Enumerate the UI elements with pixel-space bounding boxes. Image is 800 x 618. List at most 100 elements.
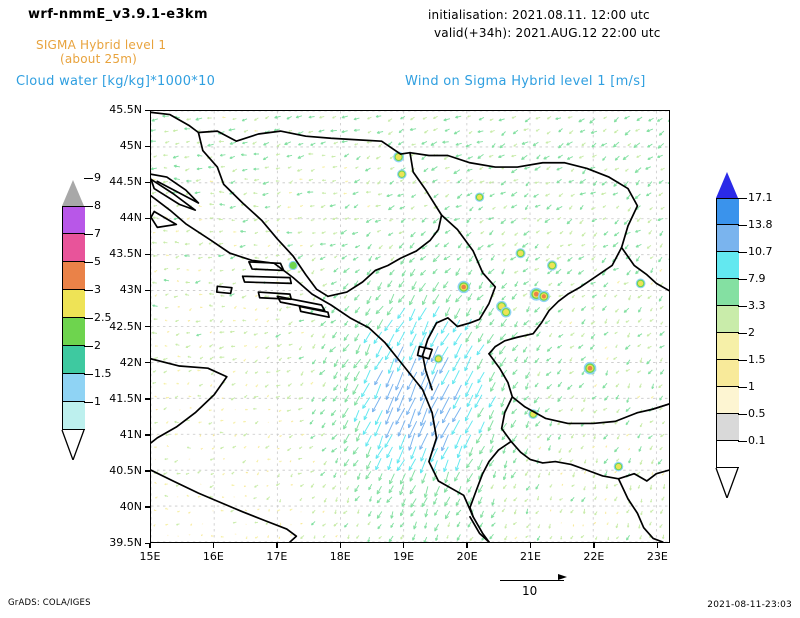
cloud-water-blob <box>476 194 483 200</box>
map-boundary-line <box>151 111 200 134</box>
colorbar-tick-label: 0.1 <box>748 434 766 447</box>
colorbar-tick-label: 3.3 <box>748 299 766 312</box>
lat-tick-label: 39.5N <box>109 536 142 549</box>
colorbar-tick-label: 17.1 <box>748 191 773 204</box>
lon-tick <box>339 543 341 548</box>
cloud-water-blob <box>549 262 556 269</box>
coastlines-and-borders <box>151 111 669 542</box>
map-plot-area[interactable] <box>150 110 670 543</box>
lat-tick-label: 45.5N <box>109 103 142 116</box>
colorbar-band <box>717 414 739 441</box>
colorbar-tick <box>738 441 747 442</box>
colorbar-band <box>717 333 739 360</box>
colorbar-band <box>63 234 85 262</box>
colorbar-tick-label: 7 <box>94 227 101 240</box>
map-boundary-line <box>298 305 330 318</box>
cloud-water-legend-label: Cloud water [kg/kg]*1000*10 <box>16 74 216 89</box>
wind-vectors <box>151 111 669 542</box>
colorbar-under-wedge <box>715 468 739 498</box>
lon-tick-label: 22E <box>583 550 605 563</box>
colorbar-tick <box>738 387 747 388</box>
map-boundary-line <box>500 396 620 480</box>
colorbar-tick <box>738 333 747 334</box>
colorbar-band <box>63 346 85 374</box>
colorbar-band <box>717 279 739 306</box>
colorbar-band <box>717 198 739 225</box>
colorbar-band <box>63 402 85 430</box>
cloud-water-blob <box>637 280 644 287</box>
cloud-water-blob <box>615 463 622 470</box>
lon-tick-label: 15E <box>139 550 161 563</box>
colorbar-tick <box>738 306 747 307</box>
lon-tick <box>656 543 658 548</box>
colorbar-tick-label: 7.9 <box>748 272 766 285</box>
colorbar-band <box>63 262 85 290</box>
colorbar-tick <box>84 262 93 263</box>
colorbar-band <box>717 441 739 468</box>
lon-tick <box>149 543 151 548</box>
map-boundary-line <box>327 151 443 298</box>
lon-tick <box>529 543 532 548</box>
level-description-1: SIGMA Hybrid level 1 <box>36 38 167 52</box>
cloud-water-blob <box>541 294 546 299</box>
colorbar-under-wedge <box>61 430 85 460</box>
colorbar-tick-label: 13.8 <box>748 218 773 231</box>
colorbar-band <box>63 374 85 402</box>
cloud-water-blob <box>399 171 405 177</box>
lon-tick <box>593 543 595 548</box>
colorbar-band-stack <box>715 198 739 468</box>
wind-legend-label: Wind on Sigma Hybrid level 1 [m/s] <box>405 74 646 89</box>
lon-tick <box>212 543 215 548</box>
cloud-water-blob <box>533 291 539 297</box>
lon-tick-label: 19E <box>393 550 415 563</box>
initialisation-time: initialisation: 2021.08.11. 12:00 utc <box>428 8 650 22</box>
colorbar-tick <box>84 234 93 235</box>
colorbar-band <box>63 206 85 234</box>
lon-tick <box>276 543 278 548</box>
lon-tick-label: 18E <box>329 550 351 563</box>
map-canvas <box>151 111 669 542</box>
lon-tick <box>402 543 405 548</box>
lon-tick-label: 20E <box>456 550 478 563</box>
colorbar-tick-label: 1 <box>748 380 755 393</box>
map-boundary-line <box>248 261 285 272</box>
colorbar-tick <box>738 198 747 199</box>
colorbar-band <box>717 360 739 387</box>
map-boundary-line <box>197 130 411 155</box>
lon-tick-label: 17E <box>266 550 288 563</box>
reference-vector-label: 10 <box>522 584 538 598</box>
wind-reference-vector: 10 <box>500 570 580 602</box>
map-boundary-line <box>151 194 490 542</box>
model-title: wrf-nmmE_v3.9.1-e3km <box>28 7 208 22</box>
map-boundary-line <box>488 246 623 355</box>
colorbar-tick-label: 2.5 <box>94 311 112 324</box>
colorbar-over-arrow <box>62 180 84 206</box>
lon-tick <box>466 543 468 548</box>
map-boundary-line <box>617 477 664 542</box>
cloud-water-blob <box>395 154 402 160</box>
wind-speed-colorbar: 0.1 0.5 1 1.5 2 3.3 7.9 10.7 13.8 17.1 <box>712 170 792 498</box>
colorbar-tick <box>84 402 93 403</box>
cloud-water-blob <box>517 250 524 257</box>
cloud-water-field <box>288 151 646 472</box>
colorbar-tick <box>84 206 93 207</box>
colorbar-tick <box>738 279 747 280</box>
lon-tick-label: 23E <box>646 550 668 563</box>
colorbar-tick-label: 9 <box>94 171 101 184</box>
map-boundary-line <box>151 358 228 444</box>
grads-credit: GrADS: COLA/IGES <box>8 598 91 608</box>
map-boundary-line <box>197 131 329 298</box>
reference-vector-shaft <box>500 580 564 581</box>
colorbar-tick <box>84 178 93 179</box>
colorbar-top-line <box>715 198 738 199</box>
map-boundary-line <box>416 345 433 360</box>
colorbar-band <box>63 290 85 318</box>
map-boundary-line <box>488 352 669 425</box>
colorbar-tick <box>84 318 93 319</box>
colorbar-band <box>717 387 739 414</box>
map-boundary-line <box>241 275 293 285</box>
map-boundary-line <box>617 469 669 482</box>
cloud-water-blob <box>435 356 441 362</box>
map-boundary-line <box>151 178 197 211</box>
map-boundary-line <box>469 515 490 542</box>
